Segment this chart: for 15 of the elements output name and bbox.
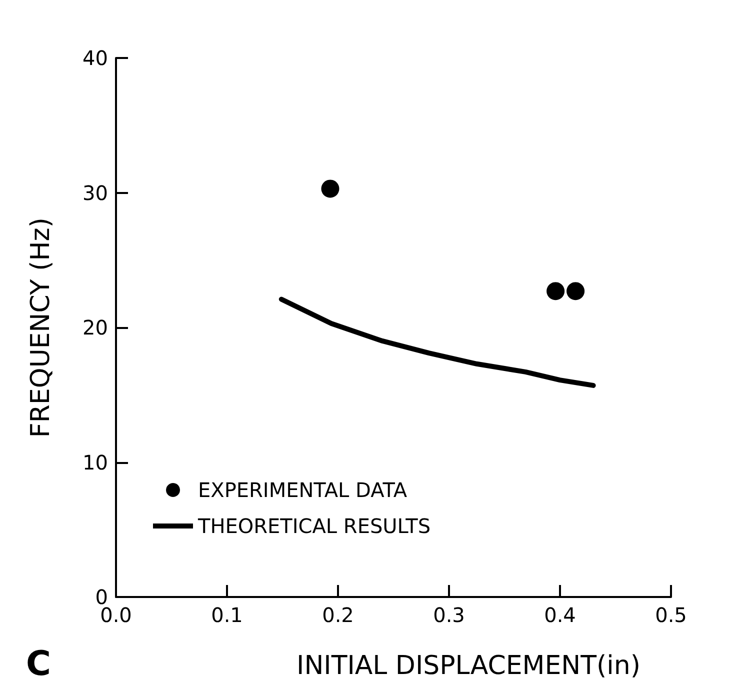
y-tick-label: 20 xyxy=(82,316,108,340)
y-tick-label: 30 xyxy=(82,180,108,205)
x-axis-title: INITIAL DISPLACEMENT(in) xyxy=(296,651,640,681)
legend-label: THEORETICAL RESULTS xyxy=(197,514,431,538)
y-tick-label: 40 xyxy=(82,46,108,70)
x-tick-label: 0.0 xyxy=(100,603,132,627)
text: C xyxy=(26,644,51,684)
x-tick-label: 0.2 xyxy=(322,603,354,627)
x-tick-label: 0.3 xyxy=(433,603,465,627)
x-tick-label: 0.5 xyxy=(655,603,687,627)
y-tick-label: 10 xyxy=(82,450,108,474)
x-tick-label: 0.4 xyxy=(544,603,576,627)
legend-label: EXPERIMENTAL DATA xyxy=(198,478,408,502)
y-axis-title: FREQUENCY (Hz) xyxy=(26,217,56,438)
x-tick-label: 0.1 xyxy=(211,603,243,627)
